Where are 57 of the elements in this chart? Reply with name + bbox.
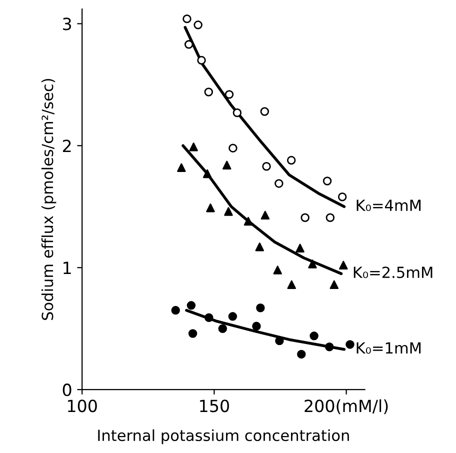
point (255, 242, 264, 252)
point (228, 144, 238, 152)
point (232, 108, 242, 118)
point (325, 342, 334, 352)
point (297, 350, 306, 359)
point (252, 322, 261, 331)
point (310, 332, 318, 340)
point (330, 280, 339, 290)
point (260, 107, 270, 116)
y-tick-label: 3 (63, 18, 72, 30)
point (171, 306, 180, 315)
point (189, 142, 198, 152)
point (338, 192, 347, 202)
point (274, 179, 284, 188)
point (339, 260, 348, 270)
point (222, 160, 232, 170)
y-tick-label: 2 (62, 140, 71, 152)
point (224, 90, 234, 99)
point (224, 207, 233, 216)
point (204, 88, 214, 96)
point (197, 56, 206, 65)
point (286, 156, 296, 165)
point (300, 213, 310, 222)
series-label: K₀=1mM (356, 342, 421, 354)
point (204, 313, 214, 322)
point (186, 301, 196, 310)
point (244, 216, 253, 226)
line-series (184, 26, 346, 208)
point (287, 280, 296, 290)
line-series (182, 144, 343, 276)
series-label: K₀=4mM (356, 200, 421, 212)
x-tick-label: 100 (68, 400, 97, 412)
x-axis-title: Internal potassium concentration (98, 429, 349, 444)
y-tick-label: 1 (64, 262, 71, 274)
point (177, 163, 186, 172)
series-label: K₀=2.5mM (354, 266, 432, 278)
point (184, 40, 194, 49)
point (206, 203, 215, 212)
point (182, 14, 192, 24)
y-tick-label: 0 (62, 384, 72, 396)
y-axis-title: Sodium efflux (pmoles/cm²/sec) (41, 78, 56, 320)
x-tick-label: 200(mM/l) (304, 399, 388, 414)
point (260, 210, 270, 220)
point (188, 329, 198, 338)
point (262, 162, 271, 171)
point (322, 176, 332, 186)
point (296, 244, 304, 252)
point (308, 260, 317, 268)
x-tick-label: 150 (200, 400, 229, 412)
point (326, 213, 335, 222)
point (256, 303, 265, 312)
point (218, 324, 228, 333)
point (228, 312, 238, 321)
point (273, 266, 282, 274)
point (346, 340, 354, 349)
point (202, 169, 212, 178)
point (194, 20, 202, 30)
